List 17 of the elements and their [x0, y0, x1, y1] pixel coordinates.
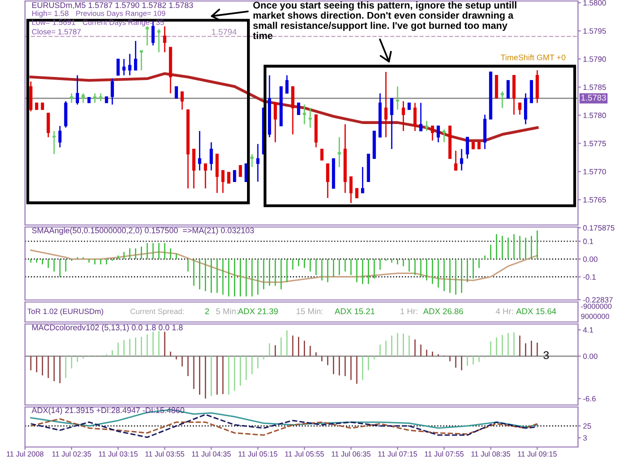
text: ADX 21.39: [238, 308, 278, 314]
text: ADX 26.86: [423, 308, 464, 314]
text: 1 Hr:: [400, 308, 418, 314]
text: ADX 15.21: [334, 308, 375, 314]
text: ADX 15.64: [516, 308, 556, 314]
ref-line-label: 1.5783: [581, 94, 606, 101]
chart-title: EURUSDm,M5 1.5787 1.5790 1.5782 1.5783: [32, 2, 193, 9]
annotation: TimeShift GMT +0: [500, 54, 566, 60]
chart-title: MACDcoloredv102 (5,13,1) 0.0 1.8 0.0 1.8: [32, 324, 183, 332]
ref-line-label: 1.5794: [212, 28, 237, 35]
annotation: Once you start seeing this pattern, ignore the setup untill market shows direction. Don't even consider drawning a small resistance/support line. I've got burned too many time: [252, 1, 516, 40]
text: 15 Min:: [296, 308, 323, 314]
annotation: 3: [543, 351, 549, 360]
chart-title: SMAAngle(50,0.15000000,2,0) 0.157500 =>MA(21) 0.032103: [32, 227, 254, 235]
text: 5 Min:: [216, 308, 238, 314]
text: 2: [205, 308, 209, 314]
text: 4 Hr:: [496, 308, 513, 314]
